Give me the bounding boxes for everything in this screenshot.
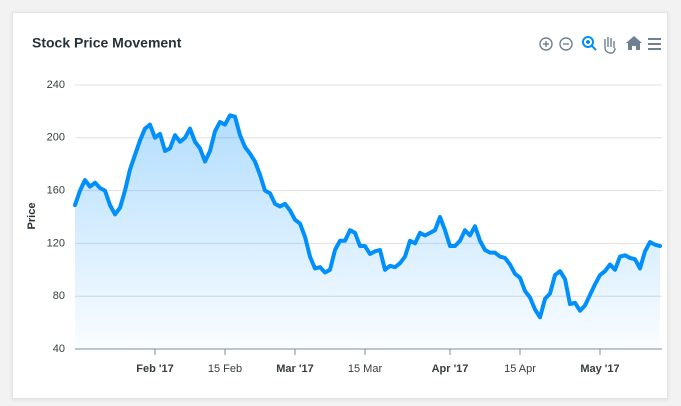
y-tick-label: 40 — [53, 343, 65, 355]
x-tick-label: 15 Apr — [504, 363, 536, 375]
y-tick-label: 80 — [53, 290, 65, 302]
y-tick-label: 120 — [47, 237, 65, 249]
x-tick-label: 15 Feb — [208, 363, 242, 375]
selection-zoom-button[interactable] — [582, 36, 597, 51]
zoom-in-button[interactable] — [539, 37, 553, 51]
zoom-out-button[interactable] — [559, 37, 573, 51]
menu-button[interactable] — [648, 38, 661, 50]
x-tick-label: Apr '17 — [432, 363, 469, 375]
price-line — [73, 113, 662, 320]
reset-button[interactable] — [626, 36, 642, 50]
x-tick-label: May '17 — [580, 363, 619, 375]
y-tick-label: 200 — [47, 132, 65, 144]
area-fill — [75, 115, 660, 349]
y-tick-label: 160 — [47, 185, 65, 197]
x-tick-label: 15 Mar — [348, 363, 383, 375]
y-tick-label: 240 — [47, 79, 65, 91]
y-axis-label: Price — [26, 203, 38, 230]
pan-button[interactable] — [604, 37, 616, 54]
x-tick-label: Mar '17 — [276, 363, 313, 375]
chart-title: Stock Price Movement — [32, 35, 182, 51]
x-tick-label: Feb '17 — [136, 363, 173, 375]
toolbar — [539, 36, 661, 54]
